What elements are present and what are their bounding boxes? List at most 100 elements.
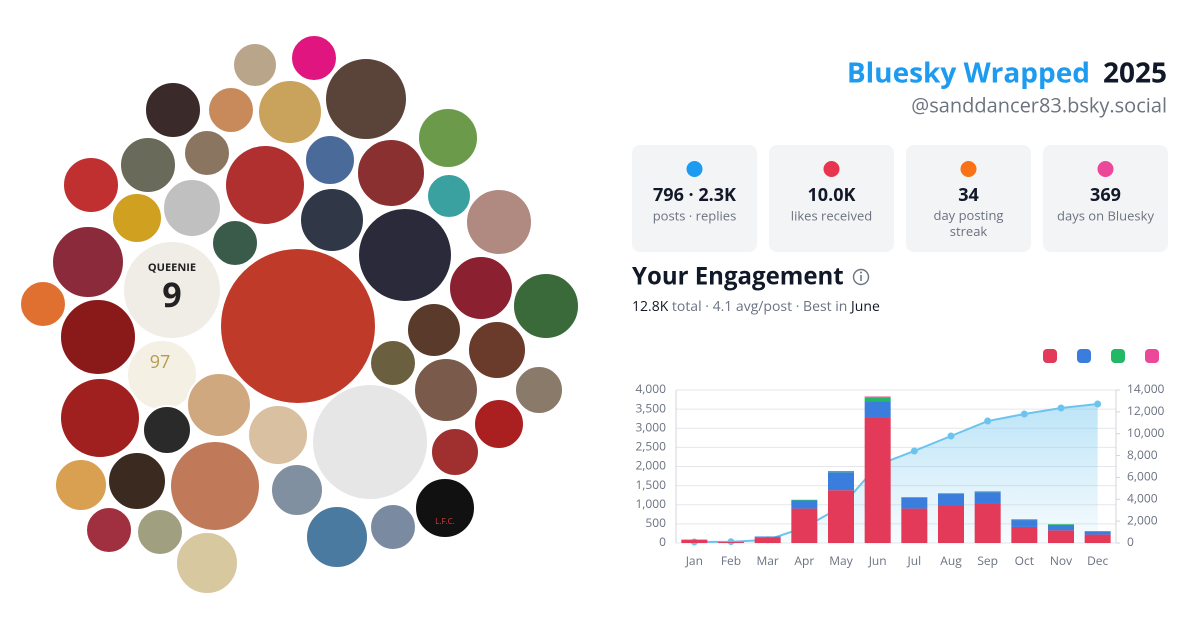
avatar[interactable] [430,427,480,477]
avatar[interactable] [59,298,137,376]
legend-icon[interactable] [1111,349,1125,363]
avatar[interactable] [175,531,239,595]
avatar[interactable] [357,207,453,303]
summary-best-label: Best in [803,297,847,316]
avatar[interactable] [514,365,564,415]
bar-segment [901,497,928,498]
x-tick-label: Oct [1015,552,1034,569]
avatar[interactable] [59,377,141,459]
summary-total-label: total [672,297,702,316]
legend-icon[interactable] [1145,349,1159,363]
bar-segment [828,472,854,491]
avatar[interactable] [224,144,306,226]
avatar[interactable] [406,302,462,358]
title-year: 2025 [1103,53,1167,91]
line-point [1094,400,1102,408]
bar-segment [938,493,964,495]
avatar[interactable] [299,187,365,253]
avatar[interactable] [62,156,120,214]
bar-segment [864,417,891,543]
separator: · [705,297,709,316]
avatar[interactable] [219,247,377,405]
summary-total: 12.8K [632,297,669,316]
legend-icon[interactable] [1077,349,1091,363]
avatar[interactable] [119,136,177,194]
stat-value: 369 [1090,183,1121,207]
line-point [727,538,735,546]
avatar[interactable] [473,398,525,450]
bar-segment [1011,519,1038,521]
avatar[interactable] [51,225,125,299]
y-tick-label: 2,500 [635,438,666,455]
avatar[interactable] [54,458,108,512]
avatar[interactable] [257,79,323,145]
avatar[interactable] [324,57,408,141]
avatar[interactable] [290,34,338,82]
avatar[interactable] [414,477,476,539]
avatar[interactable] [369,503,417,551]
avatar[interactable] [207,86,255,134]
avatar[interactable] [232,42,278,88]
y-tick-label: 0 [659,533,666,550]
bar-segment [938,505,964,543]
stat-card [1043,145,1168,252]
separator: · [796,297,800,316]
bar-segment [754,536,781,538]
avatar[interactable] [270,463,324,517]
avatar[interactable] [369,339,417,387]
avatar[interactable] [85,506,133,554]
avatar[interactable] [169,440,261,532]
avatar[interactable] [136,508,184,556]
avatar[interactable] [142,405,192,455]
avatar[interactable] [426,173,472,219]
stat-icon [960,161,977,177]
avatar[interactable] [311,383,429,501]
bar-segment [1048,525,1074,531]
bar-segment [791,499,818,501]
y-tick-label: 500 [645,514,666,531]
avatar-text: 9 [162,271,181,317]
avatar[interactable] [144,81,202,139]
bar-segment [864,401,891,418]
avatar[interactable] [467,320,527,380]
info-icon[interactable] [852,268,870,286]
avatar[interactable] [183,129,231,177]
avatar[interactable] [465,188,533,256]
x-tick-label: Feb [721,552,741,569]
avatar[interactable] [111,192,163,244]
x-tick-label: Jan [685,552,703,569]
stat-icon [1097,161,1114,177]
stat-value: 796 · 2.3K [653,183,736,207]
avatar[interactable] [247,404,309,466]
avatar[interactable] [448,255,514,321]
avatar[interactable] [413,357,479,423]
avatar[interactable] [19,280,67,328]
avatar[interactable] [417,107,479,169]
bar-segment [864,396,891,398]
y2-tick-label: 2,000 [1127,511,1158,528]
avatar[interactable] [244,522,296,574]
bar-segment [901,508,928,543]
avatar[interactable] [211,219,259,267]
avatar[interactable] [304,134,356,186]
avatar[interactable] [162,178,222,238]
avatar[interactable] [186,372,252,438]
bar-segment [1084,531,1111,535]
y2-tick-label: 8,000 [1127,446,1158,463]
bar-segment [901,497,928,509]
avatar[interactable] [512,272,580,340]
legend-icon[interactable] [1043,349,1057,363]
stat-label: posts · replies [653,206,737,224]
avatar[interactable] [305,505,369,569]
avatar[interactable] [107,451,167,511]
line-point [910,447,918,455]
avatar[interactable] [122,240,222,340]
line-point [1020,410,1028,418]
y-tick-label: 4,000 [635,380,666,397]
bar-segment [681,539,708,543]
avatar-text: L.F.C. [435,516,455,527]
x-tick-label: Sep [977,552,998,569]
avatar[interactable] [356,138,426,208]
